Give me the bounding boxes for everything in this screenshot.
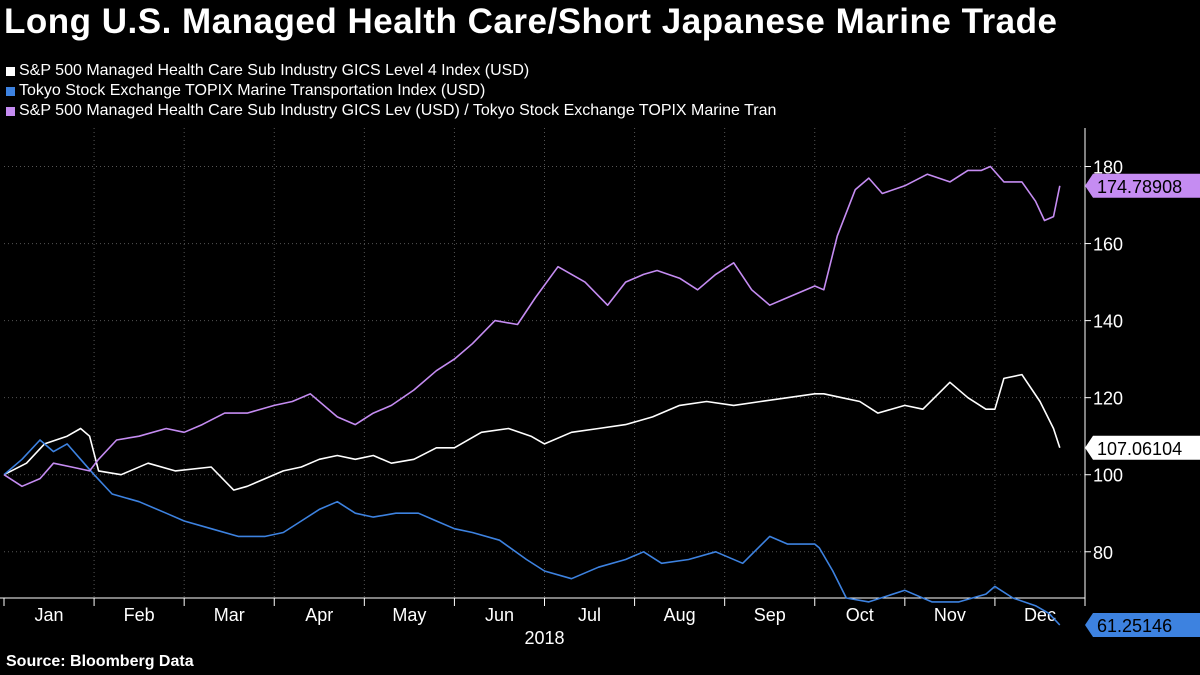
legend-entry-health: S&P 500 Managed Health Care Sub Industry… (6, 61, 776, 81)
last-value-text-marine: 61.25146 (1097, 616, 1172, 636)
y-tick-label-160: 160 (1093, 235, 1123, 255)
last-value-text-health: 107.06104 (1097, 439, 1182, 459)
axes: 80 100 120 140 160 180 Jan Feb Mar Apr May Jun Jul Au… (0, 128, 1123, 648)
legend-entry-marine: Tokyo Stock Exchange TOPIX Marine Transp… (6, 81, 776, 101)
x-axis-year-label: 2018 (524, 628, 564, 648)
y-tick-label-120: 120 (1093, 389, 1123, 409)
last-value-tag-health (1085, 435, 1200, 460)
legend: S&P 500 Managed Health Care Sub Industry… (6, 61, 776, 121)
x-tick-label-jun: Jun (485, 605, 514, 625)
legend-label-marine: Tokyo Stock Exchange TOPIX Marine Transp… (19, 82, 486, 99)
x-tick-label-apr: Apr (305, 605, 333, 625)
last-value-tag-marine (1085, 612, 1200, 637)
x-tick-label-nov: Nov (934, 605, 966, 625)
x-tick-label-mar: Mar (214, 605, 245, 625)
chart-title: Long U.S. Managed Health Care/Short Japa… (4, 2, 1058, 41)
last-value-label-ratio: 174.78908 (1085, 173, 1200, 198)
grid-lines (4, 128, 1085, 598)
y-tick-label-100: 100 (1093, 466, 1123, 486)
x-tick-label-dec: Dec (1024, 605, 1056, 625)
x-tick-label-aug: Aug (664, 605, 696, 625)
last-value-label-marine: 61.25146 (1085, 612, 1200, 637)
x-tick-label-may: May (392, 605, 426, 625)
x-tick-label-jul: Jul (578, 605, 601, 625)
legend-swatch-marine (6, 86, 15, 96)
legend-swatch-health (6, 66, 15, 76)
series-line-ratio (3, 165, 1061, 488)
legend-entry-ratio: S&P 500 Managed Health Care Sub Industry… (6, 101, 776, 121)
last-value-labels: 107.06104 61.25146 174.78908 (1085, 173, 1200, 637)
x-tick-label-oct: Oct (846, 605, 874, 625)
series-line-health (3, 373, 1061, 491)
y-tick-label-180: 180 (1093, 158, 1123, 178)
y-tick-label-140: 140 (1093, 312, 1123, 332)
x-tick-label-jan: Jan (35, 605, 64, 625)
last-value-tag-ratio (1085, 173, 1200, 198)
y-tick-label-80: 80 (1093, 543, 1113, 563)
legend-label-ratio: S&P 500 Managed Health Care Sub Industry… (19, 102, 777, 119)
x-tick-label-sep: Sep (754, 605, 786, 625)
last-value-label-health: 107.06104 (1085, 435, 1200, 460)
series-line-marine (3, 439, 1061, 626)
legend-swatch-ratio (6, 106, 15, 116)
legend-label-health: S&P 500 Managed Health Care Sub Industry… (19, 62, 530, 79)
last-value-text-ratio: 174.78908 (1097, 177, 1182, 197)
x-tick-label-feb: Feb (124, 605, 155, 625)
source-note: Source: Bloomberg Data (6, 653, 194, 670)
series-lines (3, 165, 1061, 626)
